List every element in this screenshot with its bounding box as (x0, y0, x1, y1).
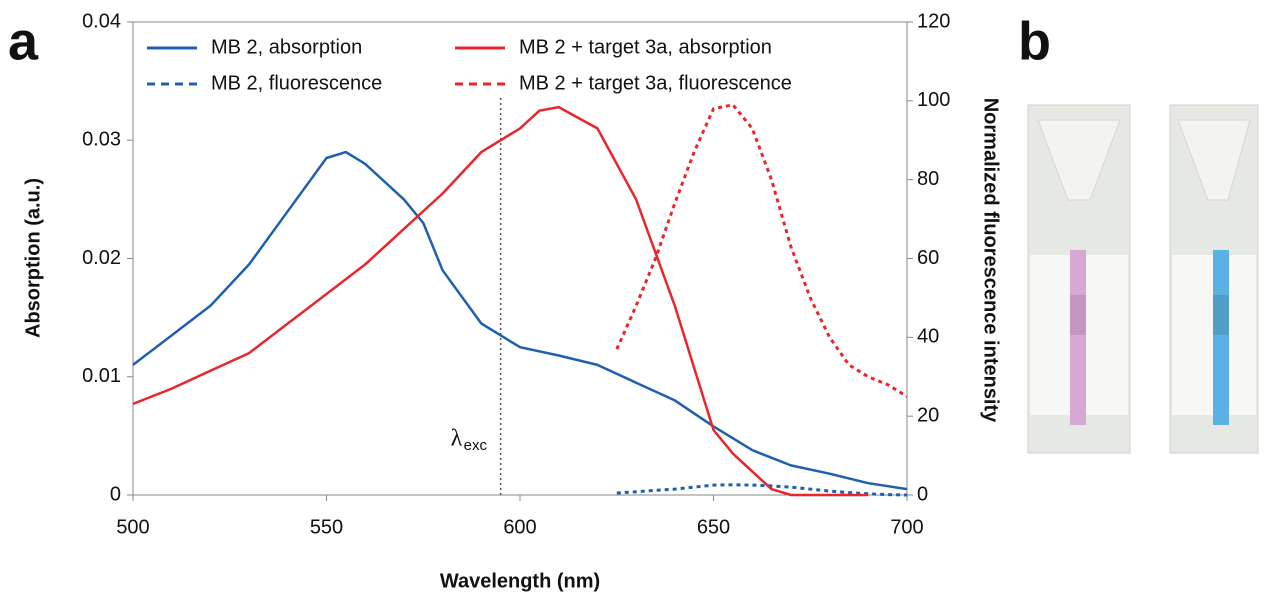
x-tick-label: 700 (890, 516, 923, 538)
x-axis-label: Wavelength (nm) (440, 570, 600, 592)
legend-label: MB 2 + target 3a, absorption (519, 36, 772, 58)
y2-tick-label: 120 (917, 10, 950, 32)
x-tick-label: 550 (310, 516, 343, 538)
y-axis-label: Absorption (a.u.) (22, 178, 44, 338)
x-tick-label: 600 (503, 516, 536, 538)
cuvette-photo (1169, 104, 1259, 454)
annotation-subscript: exc (464, 437, 488, 454)
legend-label: MB 2, fluorescence (211, 72, 382, 94)
y-tick-label: 0 (110, 483, 121, 505)
y2-tick-label: 80 (917, 168, 939, 190)
y-tick-label: 0.01 (82, 365, 121, 387)
y2-tick-label: 40 (917, 326, 939, 348)
y2-tick-label: 60 (917, 247, 939, 269)
series-line (132, 150, 908, 491)
panel-label: b (1018, 11, 1051, 71)
series-line (132, 105, 869, 497)
y2-tick-label: 100 (917, 89, 950, 111)
x-tick-label: 500 (116, 516, 149, 538)
y-tick-label: 0.04 (82, 10, 121, 32)
y2-tick-label: 20 (917, 404, 939, 426)
panel-label: a (8, 11, 39, 71)
y-tick-label: 0.02 (82, 247, 121, 269)
y2-axis-label: Normalized fluorescence intensity (980, 98, 1002, 423)
y-tick-label: 0.03 (82, 129, 121, 151)
x-tick-label: 650 (697, 516, 730, 538)
series-line (616, 483, 908, 497)
cuvette-photo (1027, 104, 1131, 454)
legend-label: MB 2 + target 3a, fluorescence (519, 72, 792, 94)
annotation-symbol: λ (451, 426, 463, 452)
legend-label: MB 2, absorption (211, 36, 362, 58)
series-line (615, 103, 908, 398)
y2-tick-label: 0 (917, 483, 928, 505)
